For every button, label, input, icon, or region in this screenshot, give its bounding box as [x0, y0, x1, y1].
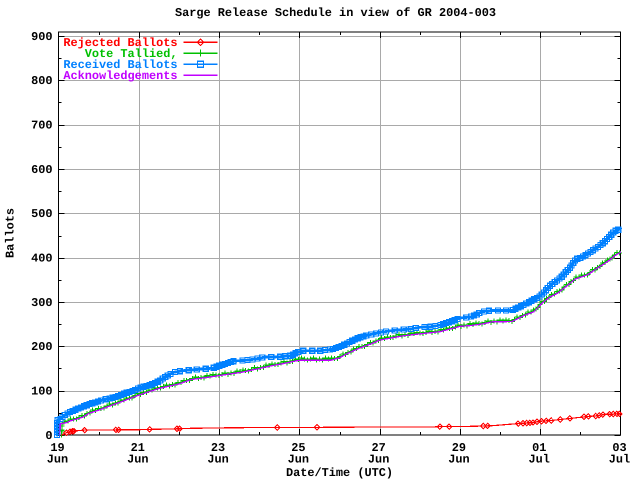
svg-text:03: 03	[612, 441, 626, 455]
svg-text:25: 25	[291, 441, 305, 455]
svg-text:600: 600	[31, 163, 52, 177]
svg-text:Received Ballots: Received Ballots	[63, 58, 177, 72]
svg-text:Jun: Jun	[288, 453, 309, 467]
svg-text:19: 19	[50, 441, 64, 455]
svg-text:21: 21	[131, 441, 145, 455]
svg-text:800: 800	[31, 74, 52, 88]
svg-text:Ballots: Ballots	[4, 208, 18, 258]
svg-text:23: 23	[211, 441, 225, 455]
svg-text:Jul: Jul	[529, 453, 550, 467]
svg-text:Acknowledgements: Acknowledgements	[63, 69, 177, 83]
svg-text:900: 900	[31, 30, 52, 44]
svg-text:500: 500	[31, 207, 52, 221]
svg-text:Vote Tallied,: Vote Tallied,	[85, 47, 178, 61]
svg-text:300: 300	[31, 296, 52, 310]
svg-text:Date/Time (UTC): Date/Time (UTC)	[286, 466, 393, 480]
svg-text:Jun: Jun	[368, 453, 389, 467]
svg-text:29: 29	[452, 441, 466, 455]
svg-text:Jun: Jun	[448, 453, 469, 467]
svg-text:Rejected Ballots: Rejected Ballots	[63, 36, 177, 50]
svg-text:400: 400	[31, 252, 52, 266]
svg-text:700: 700	[31, 119, 52, 133]
svg-text:Jul: Jul	[609, 453, 630, 467]
svg-text:100: 100	[31, 385, 52, 399]
svg-text:27: 27	[372, 441, 386, 455]
svg-text:0: 0	[45, 429, 52, 443]
svg-text:Sarge Release Schedule in view: Sarge Release Schedule in view of GR 200…	[175, 6, 496, 20]
svg-text:Jun: Jun	[207, 453, 228, 467]
svg-text:200: 200	[31, 340, 52, 354]
svg-text:01: 01	[532, 441, 546, 455]
svg-text:Jun: Jun	[47, 453, 68, 467]
svg-text:Jun: Jun	[127, 453, 148, 467]
